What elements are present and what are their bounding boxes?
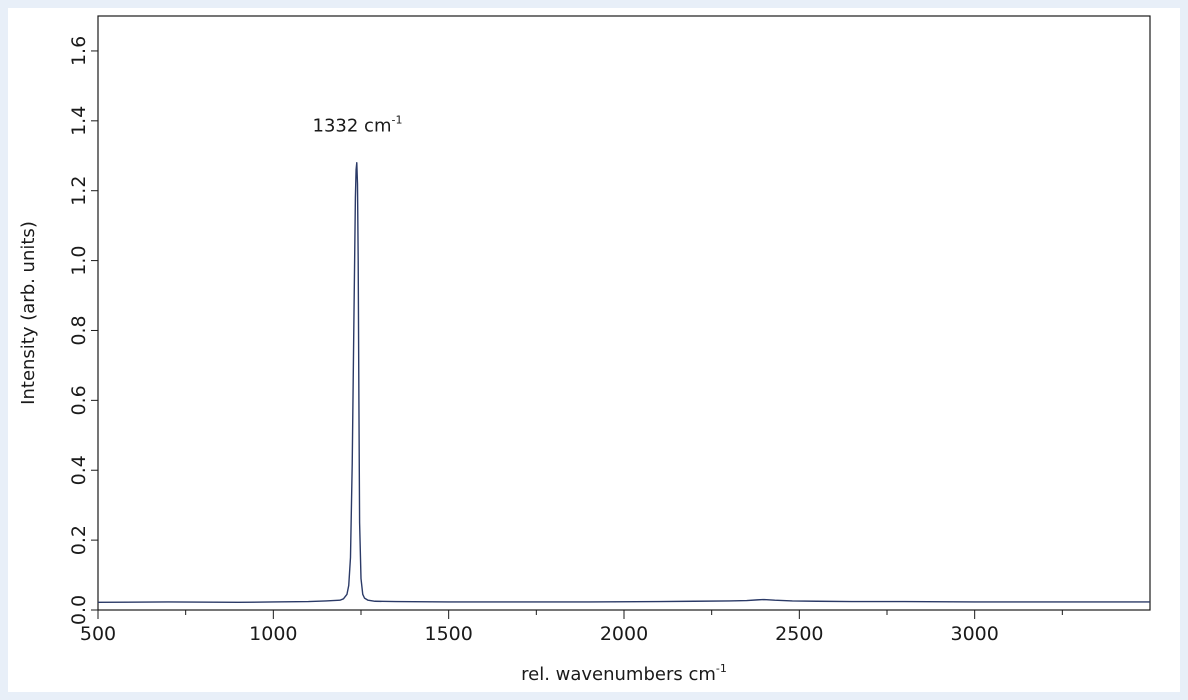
y-tick-label: 0.6 xyxy=(68,385,90,415)
y-tick-label: 0.4 xyxy=(68,455,90,485)
x-tick-label: 500 xyxy=(80,623,116,645)
plot-area xyxy=(97,15,1151,611)
x-axis-title-superscript: -1 xyxy=(716,662,727,675)
y-tick-label: 0.0 xyxy=(68,595,90,625)
y-axis-ticks: 0.0 0.2 0.4 0.6 0.8 1.0 1.2 1.4 1.6 xyxy=(68,36,98,625)
y-tick-label: 0.8 xyxy=(68,315,90,345)
x-axis-title: rel. wavenumbers cm-1 xyxy=(521,662,727,685)
y-axis-title: Intensity (arb. units) xyxy=(18,221,39,405)
peak-annotation: 1332 cm-1 xyxy=(313,113,403,136)
y-tick-label: 0.2 xyxy=(68,525,90,555)
annotation-layer: 1332 cm-1 xyxy=(313,113,403,136)
x-tick-label: 2000 xyxy=(600,623,648,645)
x-tick-label: 1500 xyxy=(424,623,472,645)
x-axis-title-text: rel. wavenumbers cm xyxy=(521,664,716,685)
y-tick-label: 1.4 xyxy=(68,106,90,136)
y-tick-label: 1.6 xyxy=(68,36,90,66)
series-layer xyxy=(97,162,1150,604)
x-axis-ticks: 500 1000 1500 2000 2500 3000 xyxy=(80,610,1063,645)
y-tick-label: 1.0 xyxy=(68,245,90,275)
spectrum-series-line xyxy=(97,162,1150,604)
raman-spectrum-chart: 0.0 0.2 0.4 0.6 0.8 1.0 1.2 1.4 1.6 500 1000 1500 2… xyxy=(18,15,1151,685)
x-tick-label: 1000 xyxy=(249,623,297,645)
x-tick-label: 2500 xyxy=(775,623,823,645)
x-tick-label: 3000 xyxy=(950,623,998,645)
y-tick-label: 1.2 xyxy=(68,176,90,206)
